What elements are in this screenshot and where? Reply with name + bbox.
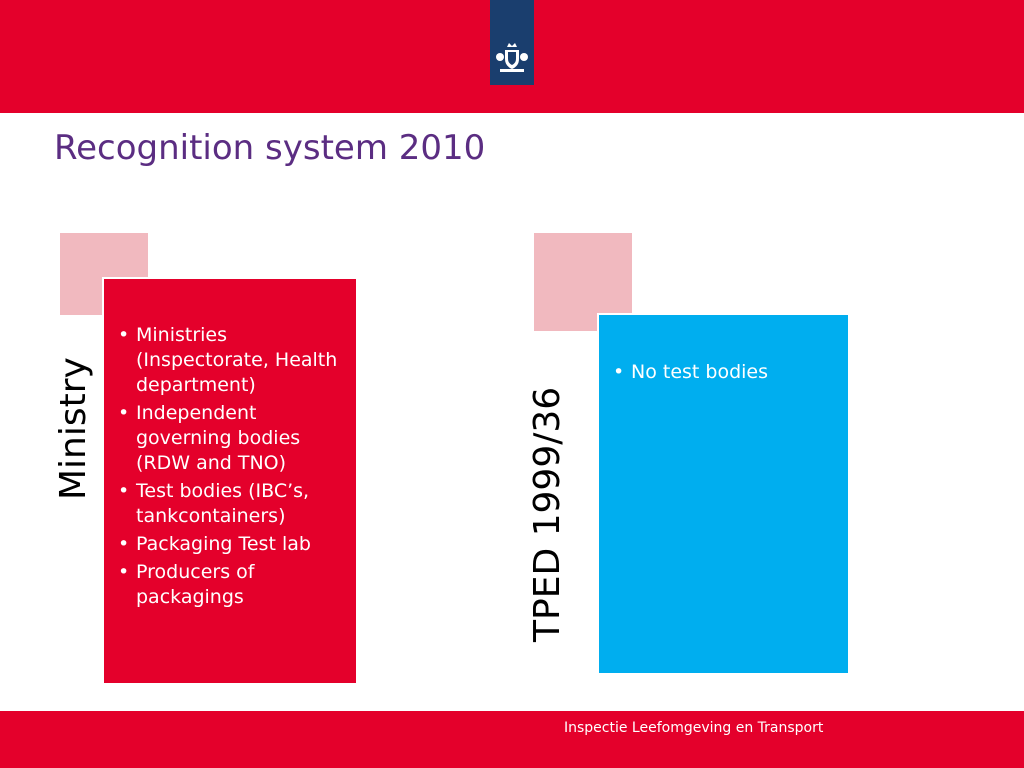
footer-text: Inspectie Leefomgeving en Transport: [564, 720, 824, 736]
list-item: Producers of packagings: [116, 560, 344, 610]
logo-ribbon: [490, 0, 534, 85]
list-item: Ministries (Inspectorate, Health departm…: [116, 323, 344, 398]
ministry-label: Ministry: [53, 357, 94, 500]
slide-title: Recognition system 2010: [54, 128, 486, 168]
footer-bar: [0, 711, 1024, 768]
list-item: No test bodies: [611, 360, 836, 385]
coat-of-arms-icon: [496, 43, 528, 72]
tped-panel: No test bodies: [597, 313, 850, 675]
tped-label: TPED 1999/36: [527, 386, 568, 642]
list-item: Independent governing bodies (RDW and TN…: [116, 401, 344, 476]
tped-list: No test bodies: [611, 360, 836, 385]
ministry-panel: Ministries (Inspectorate, Health departm…: [102, 277, 358, 685]
ministry-list: Ministries (Inspectorate, Health departm…: [116, 323, 344, 610]
list-item: Packaging Test lab: [116, 532, 344, 557]
list-item: Test bodies (IBC’s, tankcontainers): [116, 479, 344, 529]
